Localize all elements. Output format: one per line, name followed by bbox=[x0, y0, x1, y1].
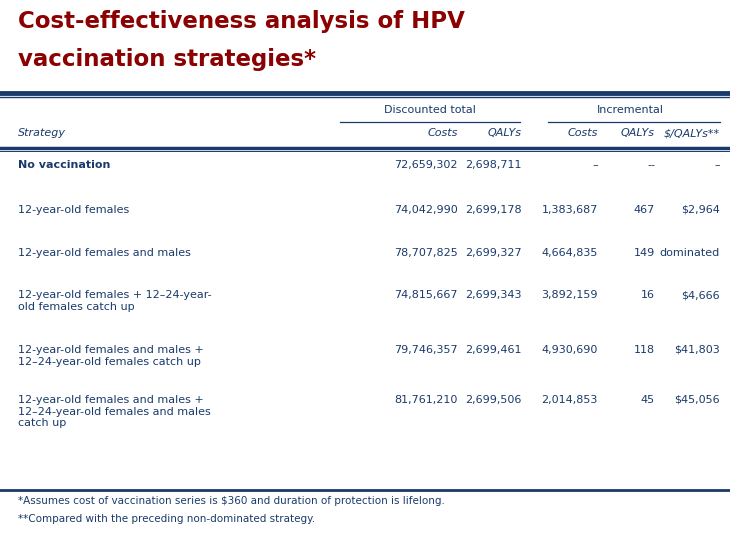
Text: 12-year-old females and males +
12–24-year-old females and males
catch up: 12-year-old females and males + 12–24-ye… bbox=[18, 395, 211, 428]
Text: 72,659,302: 72,659,302 bbox=[394, 160, 458, 170]
Text: Strategy: Strategy bbox=[18, 128, 66, 138]
Text: Costs: Costs bbox=[428, 128, 458, 138]
Text: No vaccination: No vaccination bbox=[18, 160, 110, 170]
Text: 81,761,210: 81,761,210 bbox=[395, 395, 458, 405]
Text: 1,383,687: 1,383,687 bbox=[542, 205, 598, 215]
Text: QALYs: QALYs bbox=[621, 128, 655, 138]
Text: 2,699,461: 2,699,461 bbox=[466, 345, 522, 355]
Text: 12-year-old females and males: 12-year-old females and males bbox=[18, 248, 191, 258]
Text: 12-year-old females and males +
12–24-year-old females catch up: 12-year-old females and males + 12–24-ye… bbox=[18, 345, 204, 366]
Text: –: – bbox=[592, 160, 598, 170]
Text: 2,699,178: 2,699,178 bbox=[466, 205, 522, 215]
Text: Discounted total: Discounted total bbox=[384, 105, 476, 115]
Text: *Assumes cost of vaccination series is $360 and duration of protection is lifelo: *Assumes cost of vaccination series is $… bbox=[18, 496, 445, 506]
Text: –: – bbox=[715, 160, 720, 170]
Text: Costs: Costs bbox=[568, 128, 598, 138]
Text: 2,699,343: 2,699,343 bbox=[466, 290, 522, 300]
Text: 118: 118 bbox=[634, 345, 655, 355]
Text: 2,698,711: 2,698,711 bbox=[466, 160, 522, 170]
Text: $4,666: $4,666 bbox=[681, 290, 720, 300]
Text: 467: 467 bbox=[634, 205, 655, 215]
Text: 74,042,990: 74,042,990 bbox=[394, 205, 458, 215]
Text: Incremental: Incremental bbox=[596, 105, 664, 115]
Text: 149: 149 bbox=[634, 248, 655, 258]
Text: 3,892,159: 3,892,159 bbox=[542, 290, 598, 300]
Text: $41,803: $41,803 bbox=[675, 345, 720, 355]
Text: 4,664,835: 4,664,835 bbox=[542, 248, 598, 258]
Text: --: -- bbox=[647, 160, 655, 170]
Text: 2,699,327: 2,699,327 bbox=[466, 248, 522, 258]
Text: 79,746,357: 79,746,357 bbox=[394, 345, 458, 355]
Text: QALYs: QALYs bbox=[488, 128, 522, 138]
Text: dominated: dominated bbox=[660, 248, 720, 258]
Text: 2,699,506: 2,699,506 bbox=[466, 395, 522, 405]
Text: 45: 45 bbox=[641, 395, 655, 405]
Text: vaccination strategies*: vaccination strategies* bbox=[18, 48, 316, 71]
Text: $2,964: $2,964 bbox=[681, 205, 720, 215]
Text: 78,707,825: 78,707,825 bbox=[394, 248, 458, 258]
Text: **Compared with the preceding non-dominated strategy.: **Compared with the preceding non-domina… bbox=[18, 514, 315, 524]
Text: 12-year-old females: 12-year-old females bbox=[18, 205, 129, 215]
Text: 4,930,690: 4,930,690 bbox=[542, 345, 598, 355]
Text: 12-year-old females + 12–24-year-
old females catch up: 12-year-old females + 12–24-year- old fe… bbox=[18, 290, 212, 312]
Text: 2,014,853: 2,014,853 bbox=[542, 395, 598, 405]
Text: $/QALYs**: $/QALYs** bbox=[664, 128, 720, 138]
Text: 74,815,667: 74,815,667 bbox=[394, 290, 458, 300]
Text: Cost-effectiveness analysis of HPV: Cost-effectiveness analysis of HPV bbox=[18, 10, 465, 33]
Text: $45,056: $45,056 bbox=[675, 395, 720, 405]
Text: 16: 16 bbox=[641, 290, 655, 300]
